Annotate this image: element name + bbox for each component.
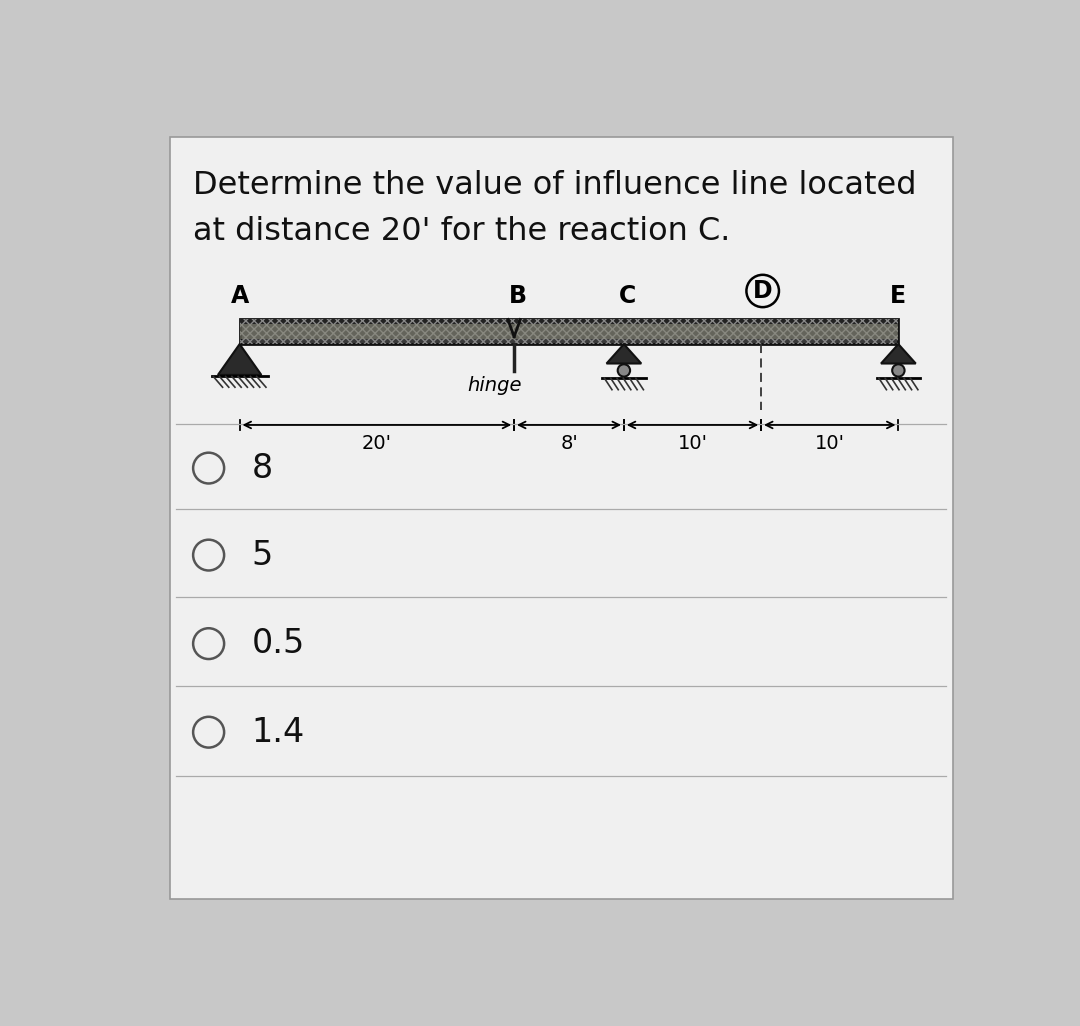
Text: 8: 8 bbox=[252, 451, 272, 484]
Text: 0.5: 0.5 bbox=[252, 627, 305, 660]
Text: B: B bbox=[509, 284, 527, 308]
Text: 10': 10' bbox=[814, 434, 845, 453]
Text: 10': 10' bbox=[677, 434, 707, 453]
Text: 8': 8' bbox=[561, 434, 578, 453]
Text: hinge: hinge bbox=[468, 377, 522, 395]
Text: A: A bbox=[230, 284, 248, 308]
Text: D: D bbox=[753, 279, 772, 303]
Text: D: D bbox=[753, 279, 772, 303]
Text: C: C bbox=[619, 284, 636, 308]
Text: 1.4: 1.4 bbox=[252, 716, 305, 749]
Text: at distance 20' for the reaction C.: at distance 20' for the reaction C. bbox=[193, 216, 730, 247]
Polygon shape bbox=[218, 344, 261, 374]
Text: 20': 20' bbox=[362, 434, 392, 453]
Text: E: E bbox=[890, 284, 906, 308]
Text: Determine the value of influence line located: Determine the value of influence line lo… bbox=[193, 170, 917, 201]
Bar bbox=[240, 319, 899, 344]
Polygon shape bbox=[607, 344, 642, 363]
Bar bbox=[240, 319, 899, 344]
Text: 5: 5 bbox=[252, 539, 272, 571]
Circle shape bbox=[746, 275, 779, 307]
Circle shape bbox=[892, 364, 905, 377]
Circle shape bbox=[618, 364, 630, 377]
Bar bbox=[240, 324, 899, 340]
Polygon shape bbox=[881, 344, 916, 363]
Bar bbox=[240, 319, 899, 324]
